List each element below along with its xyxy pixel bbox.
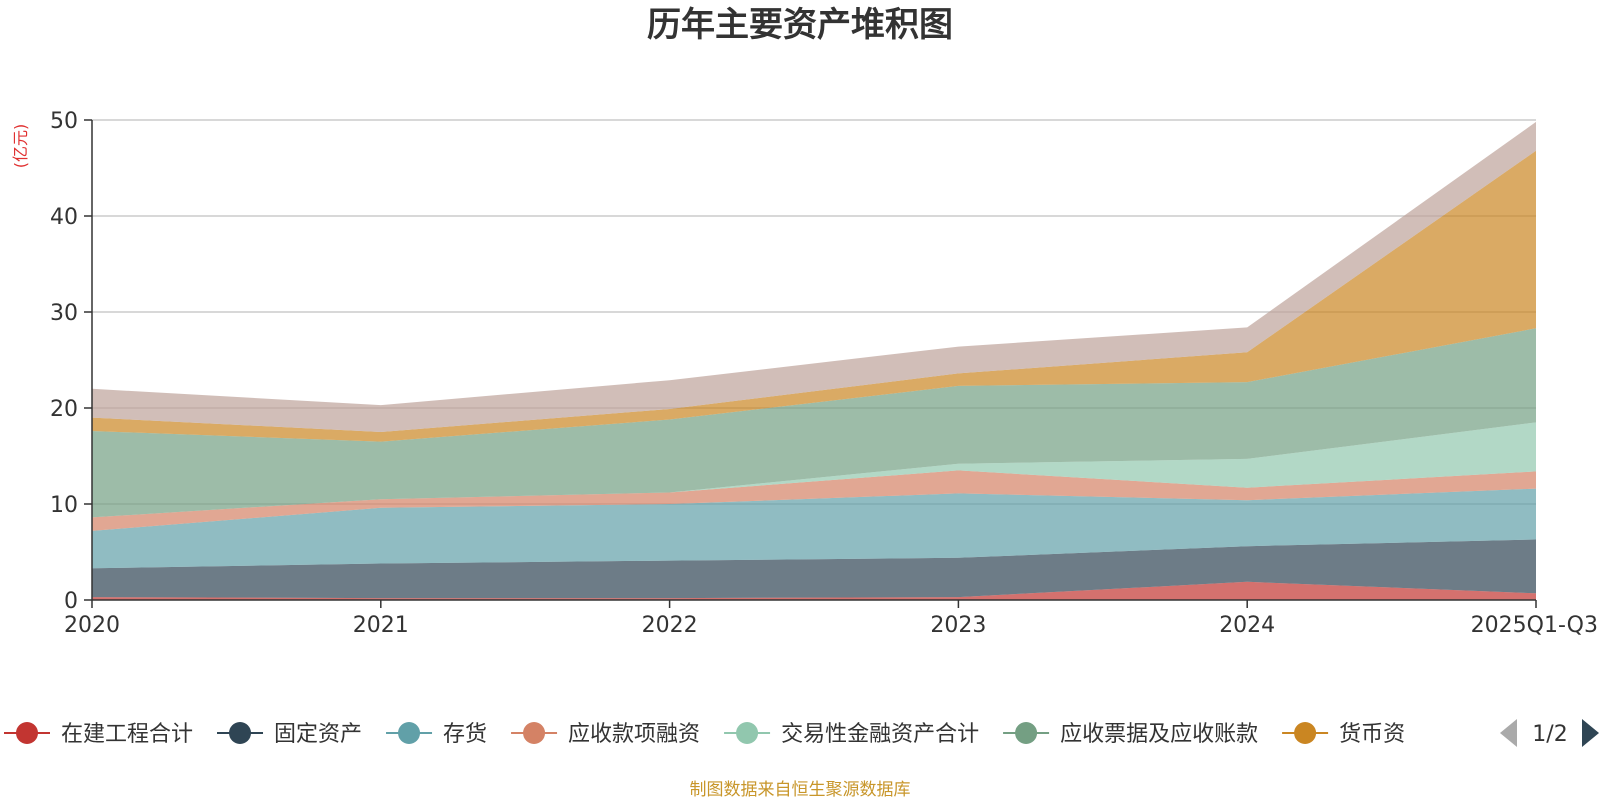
- legend-item-2[interactable]: 存货: [386, 722, 487, 747]
- legend-pager[interactable]: 1/2: [1500, 719, 1599, 747]
- next-page-icon[interactable]: [1582, 719, 1599, 747]
- area-series-0[interactable]: [92, 581, 1536, 600]
- legend-dot-icon: [398, 722, 421, 744]
- y-tick-label: 40: [50, 205, 78, 230]
- area-series-2[interactable]: [92, 488, 1536, 569]
- area-series-group: [92, 121, 1536, 600]
- x-tick-label: 2020: [64, 613, 120, 638]
- x-tick-label: 2022: [642, 613, 698, 638]
- legend-label: 应收票据及应收账款: [1060, 722, 1258, 747]
- legend-label: 交易性金融资产合计: [781, 722, 979, 747]
- legend-item-4[interactable]: 交易性金融资产合计: [724, 722, 979, 747]
- data-source-note: 制图数据来自恒生聚源数据库: [690, 780, 911, 800]
- legend-item-0[interactable]: 在建工程合计: [4, 722, 193, 747]
- legend-label: 固定资产: [274, 722, 362, 747]
- y-tick-label: 30: [50, 301, 78, 326]
- y-tick-label: 20: [50, 397, 78, 422]
- legend-label: 货币资: [1339, 722, 1405, 747]
- legend-dot-icon: [736, 722, 759, 744]
- legend-item-1[interactable]: 固定资产: [217, 722, 362, 747]
- area-series-7[interactable]: [92, 121, 1536, 433]
- legend-item-6[interactable]: 货币资: [1282, 722, 1405, 747]
- area-series-1[interactable]: [92, 539, 1536, 599]
- area-series-3[interactable]: [92, 470, 1536, 531]
- legend-dot-icon: [1015, 722, 1038, 744]
- legend[interactable]: 在建工程合计 固定资产 存货 应收款项融资 交易性金融资产合计 应收票据及应收账款 货币资 1…: [4, 719, 1599, 747]
- area-series-6[interactable]: [92, 150, 1536, 442]
- y-axis-label: (亿元): [11, 124, 30, 169]
- chart-title: 历年主要资产堆积图: [647, 5, 953, 45]
- y-tick-label: 0: [64, 589, 78, 614]
- legend-dot-icon: [16, 722, 38, 744]
- y-tick-label: 50: [50, 109, 78, 134]
- x-tick-label: 2023: [930, 613, 986, 638]
- legend-dot-icon: [523, 722, 546, 744]
- x-tick-label: 2025Q1-Q3: [1471, 613, 1598, 638]
- legend-item-5[interactable]: 应收票据及应收账款: [1003, 722, 1258, 747]
- legend-item-3[interactable]: 应收款项融资: [511, 722, 700, 747]
- legend-dot-icon: [1294, 722, 1317, 744]
- x-tick-label: 2024: [1219, 613, 1275, 638]
- y-tick-label: 10: [50, 493, 78, 518]
- prev-page-icon[interactable]: [1500, 719, 1517, 747]
- area-series-4[interactable]: [92, 422, 1536, 518]
- legend-label: 在建工程合计: [61, 722, 193, 747]
- axes: 0 10 20 30 40 50 2020 2021 2022 2023 2024 2025Q1-Q3: [50, 109, 1598, 638]
- legend-dot-icon: [229, 722, 252, 744]
- legend-label: 应收款项融资: [568, 722, 700, 747]
- legend-page-indicator: 1/2: [1532, 722, 1567, 747]
- x-tick-label: 2021: [353, 613, 409, 638]
- area-series-5[interactable]: [92, 328, 1536, 518]
- legend-label: 存货: [443, 722, 487, 747]
